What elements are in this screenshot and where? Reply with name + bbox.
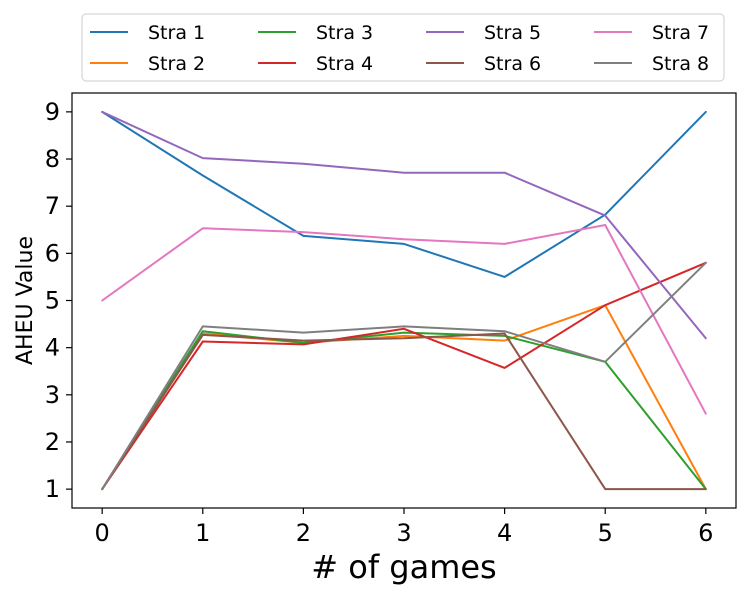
legend: Stra 1 Stra 2 Stra 3 Stra 4 Stra 5 Stra 6 Stra… [81,13,725,82]
x-tick-label: 6 [698,519,713,547]
y-tick-label: 5 [45,287,60,315]
y-tick-label: 7 [45,192,60,220]
series-line-4 [101,261,707,491]
plot-lines [101,110,707,491]
series-line-5 [101,110,707,340]
x-tick-label: 2 [296,519,311,547]
y-tick-label: 2 [45,428,60,456]
y-tick-label: 8 [45,145,60,173]
legend-box [81,13,725,82]
legend-label-7: Stra 7 [652,22,709,44]
series-line-7 [101,224,707,415]
x-axis-label: # of games [311,548,496,586]
x-tick-label: 1 [195,519,210,547]
y-axis-label: AHEU Value [13,236,38,365]
x-tick-label: 4 [497,519,512,547]
x-axis-ticks: 0 1 2 3 4 5 6 [95,508,713,547]
legend-label-6: Stra 6 [484,53,541,75]
x-tick-label: 0 [95,519,110,547]
y-tick-label: 9 [45,98,60,126]
y-tick-label: 4 [45,334,60,362]
legend-label-8: Stra 8 [652,53,709,75]
y-tick-label: 1 [45,475,60,503]
legend-label-3: Stra 3 [316,22,373,44]
series-line-1 [101,110,707,278]
y-tick-label: 3 [45,381,60,409]
x-tick-label: 3 [396,519,411,547]
legend-label-4: Stra 4 [316,53,373,75]
series-line-8 [101,261,707,491]
legend-label-5: Stra 5 [484,22,541,44]
legend-label-2: Stra 2 [148,53,205,75]
x-tick-label: 5 [598,519,613,547]
y-axis-ticks: 1 2 3 4 5 6 7 8 9 [45,98,72,503]
y-tick-label: 6 [45,239,60,267]
legend-label-1: Stra 1 [148,22,205,44]
series-line-6 [101,332,707,491]
